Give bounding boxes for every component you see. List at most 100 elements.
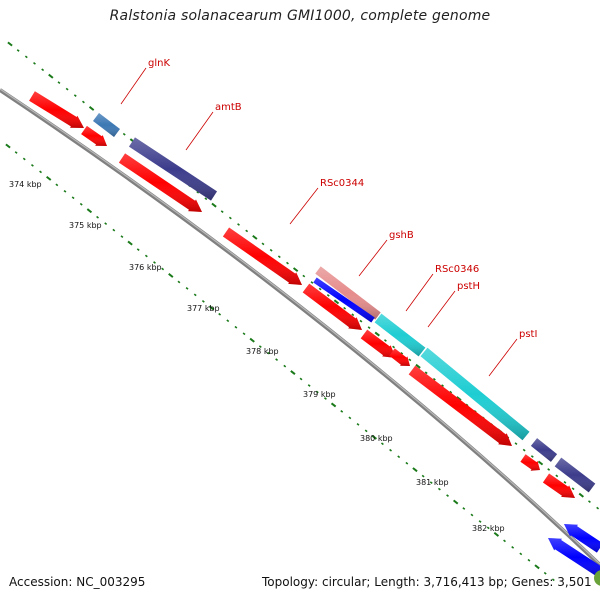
scale-tick <box>527 558 531 562</box>
scale-tick <box>33 61 36 65</box>
gene-callouts: glnK amtB RSc0344 gshB RSc0346 pstH pstI <box>120 58 537 377</box>
scale-tick <box>514 442 518 446</box>
scale-tick <box>55 183 59 187</box>
scale-tick <box>441 384 444 388</box>
scale-tick <box>356 422 360 426</box>
gene-label-amtb[interactable]: amtB <box>215 102 242 113</box>
gene-shading <box>408 365 512 446</box>
scale-tick <box>299 377 303 381</box>
gene-label-gshb[interactable]: gshB <box>389 230 414 241</box>
scale-tick <box>310 281 314 284</box>
scale-tick <box>318 287 322 291</box>
scale-tick <box>563 480 567 484</box>
scale-tick <box>5 143 11 149</box>
scale-labels: 374 kbp 375 kbp 376 kbp 377 kbp 378 kbp … <box>9 180 505 533</box>
scale-tick <box>168 273 174 278</box>
scale-tick <box>389 448 393 452</box>
scale-tick <box>258 345 262 349</box>
scale-tick <box>462 507 466 510</box>
genome-backbone <box>0 88 600 567</box>
scale-tick <box>302 274 306 278</box>
scale-tick <box>267 351 270 355</box>
scale-tick <box>136 248 140 251</box>
scale-tick <box>374 331 380 337</box>
gene-label-rsc0344[interactable]: RSc0344 <box>320 178 364 189</box>
scale-tick <box>96 215 99 219</box>
scale-tick <box>245 229 249 233</box>
scale-tick <box>326 294 330 297</box>
gene-label-psth[interactable]: pstH <box>457 281 480 292</box>
scale-tick <box>452 499 459 505</box>
callout-line <box>120 67 147 105</box>
scale-tick <box>408 358 412 362</box>
kbp-label: 377 kbp <box>187 304 220 313</box>
scale-tick <box>73 94 77 97</box>
gene-shading <box>81 125 107 146</box>
scale-tick <box>380 442 384 446</box>
kbp-label: 375 kbp <box>69 221 102 230</box>
scale-tick <box>478 520 482 523</box>
gene-shading <box>29 91 85 128</box>
gene-track <box>29 91 600 577</box>
kbp-label: 379 kbp <box>303 390 336 399</box>
scale-tick <box>596 506 600 510</box>
kbp-label: 381 kbp <box>416 478 449 487</box>
kbp-label: 374 kbp <box>9 180 42 189</box>
scale-tick <box>79 202 83 206</box>
scale-tick <box>226 319 230 323</box>
callout-line <box>289 187 319 225</box>
scale-tick <box>429 481 433 484</box>
scale-tick <box>86 208 93 214</box>
gene-shading <box>520 454 540 471</box>
scale-tick <box>283 364 287 368</box>
kbp-label: 376 kbp <box>129 263 162 272</box>
scale-tick <box>185 287 189 290</box>
scale-tick <box>290 370 296 375</box>
scale-tick <box>571 487 575 491</box>
scale-tick <box>127 240 133 246</box>
scale-tick <box>547 468 551 471</box>
reverse-strand-ticks <box>5 143 555 582</box>
gene-label-psti[interactable]: pstI <box>519 329 537 340</box>
scale-tick <box>220 210 224 213</box>
scale-tick <box>449 390 453 394</box>
scale-tick <box>22 157 26 161</box>
scale-tick <box>348 416 352 420</box>
scale-tick <box>534 564 540 570</box>
scroll-indicator-icon[interactable] <box>594 570 600 586</box>
scale-tick <box>493 531 500 537</box>
forward-strand-ticks <box>7 41 600 510</box>
scale-tick <box>522 448 526 452</box>
scale-tick <box>104 222 108 226</box>
scale-tick <box>537 460 544 466</box>
gene-shading <box>313 277 375 323</box>
scale-tick <box>144 254 148 258</box>
scale-tick <box>383 339 387 342</box>
genome-backbone-highlight <box>0 88 600 565</box>
callout-line <box>427 290 456 328</box>
scale-tick <box>16 49 20 52</box>
scale-tick <box>555 474 559 478</box>
scale-tick <box>237 223 240 226</box>
gene-label-glnk[interactable]: glnK <box>148 58 170 69</box>
scale-tick <box>7 41 13 47</box>
gene-label-rsc0346[interactable]: RSc0346 <box>435 264 479 275</box>
scale-tick <box>48 73 54 79</box>
scale-tick <box>456 396 462 401</box>
scale-tick <box>307 384 311 387</box>
callout-line <box>358 239 388 277</box>
scale-tick <box>120 235 124 239</box>
scale-tick <box>88 106 95 111</box>
scale-tick <box>511 545 515 549</box>
gene-shading <box>360 329 396 358</box>
scale-tick <box>340 410 344 413</box>
gene-shading <box>554 457 596 493</box>
scale-tick <box>275 358 279 361</box>
scale-tick <box>359 319 363 323</box>
scale-tick <box>364 429 368 433</box>
scale-tick <box>551 578 555 582</box>
scale-tick <box>371 434 377 440</box>
scale-tick <box>343 306 347 310</box>
gene-shading <box>542 473 575 498</box>
